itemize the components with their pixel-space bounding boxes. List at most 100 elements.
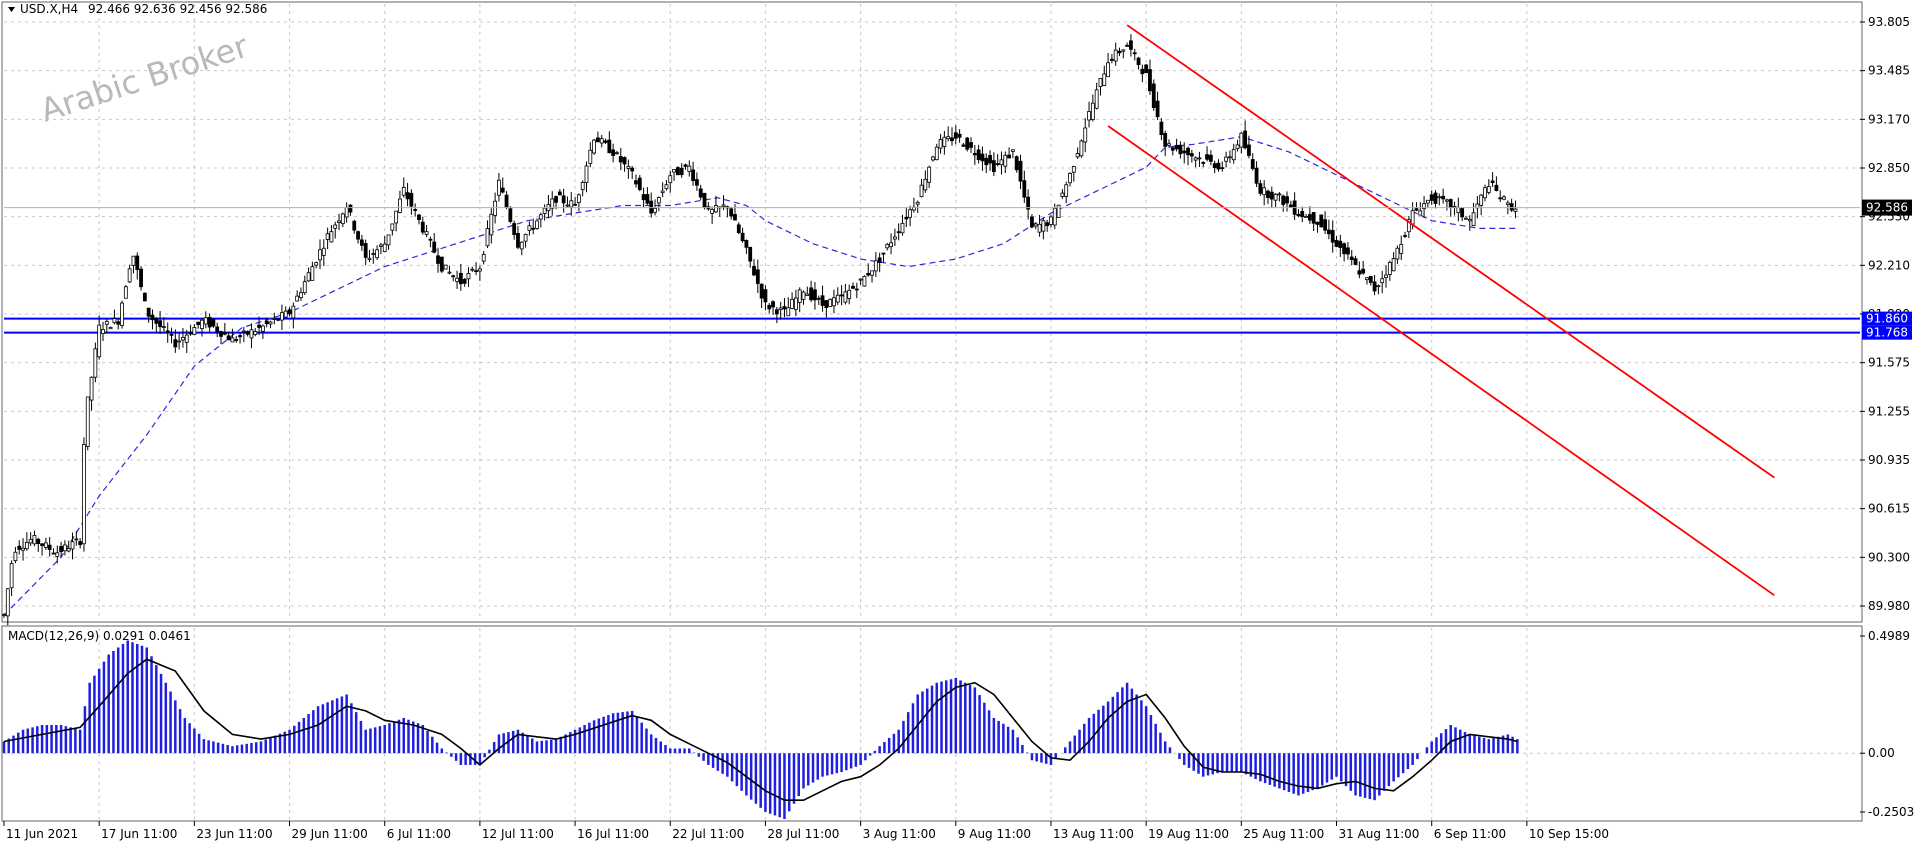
candle-body bbox=[786, 307, 791, 317]
candle-body bbox=[759, 283, 764, 299]
candle-body bbox=[192, 327, 197, 335]
macd-pane-frame bbox=[1, 625, 1863, 822]
candle-body bbox=[165, 330, 170, 334]
candle-body bbox=[1182, 150, 1187, 154]
candle-body bbox=[417, 214, 421, 220]
candle-body bbox=[969, 142, 973, 148]
candle-body bbox=[1201, 162, 1206, 164]
candle-body bbox=[340, 213, 345, 225]
candle-body bbox=[287, 309, 292, 315]
candle-body bbox=[1323, 219, 1327, 231]
candle-body bbox=[405, 192, 410, 200]
candle-body bbox=[748, 246, 753, 262]
candle-body bbox=[695, 179, 699, 186]
candle-body bbox=[139, 268, 143, 288]
candle-body bbox=[1212, 163, 1217, 169]
candle-body bbox=[782, 306, 787, 310]
candle-body bbox=[1041, 220, 1046, 232]
candle-body bbox=[1098, 77, 1103, 87]
candle-body bbox=[805, 293, 810, 296]
candle-body bbox=[302, 281, 307, 294]
candle-body bbox=[466, 273, 471, 280]
candle-body bbox=[904, 216, 909, 220]
candle-body bbox=[142, 292, 147, 302]
candle-body bbox=[36, 538, 41, 544]
candle-body bbox=[1262, 187, 1267, 196]
time-tick-label: 31 Aug 11:00 bbox=[1339, 827, 1420, 841]
candle-body bbox=[915, 201, 920, 205]
candle-body bbox=[394, 210, 399, 224]
candle-body bbox=[862, 276, 867, 287]
candle-body bbox=[5, 588, 10, 617]
candle-body bbox=[504, 194, 509, 208]
candle-body bbox=[854, 288, 859, 291]
candle-body bbox=[957, 133, 962, 138]
symbol-label: USD.X,H4 bbox=[20, 2, 78, 16]
candle-body bbox=[797, 289, 802, 303]
candle-body bbox=[896, 231, 901, 234]
candle-body bbox=[1403, 235, 1407, 237]
candle-body bbox=[1483, 187, 1487, 199]
candle-body bbox=[561, 195, 566, 204]
candle-body bbox=[1277, 193, 1282, 196]
candle-body bbox=[424, 231, 429, 235]
candle-body bbox=[1007, 154, 1011, 159]
candle-body bbox=[203, 317, 208, 325]
candle-body bbox=[607, 139, 612, 154]
candle-body bbox=[1068, 173, 1072, 184]
candle-body bbox=[576, 194, 581, 204]
candle-body bbox=[980, 153, 985, 162]
candle-body bbox=[253, 331, 258, 335]
candle-body bbox=[1330, 230, 1335, 243]
candle-body bbox=[1384, 274, 1388, 278]
candle-body bbox=[428, 238, 433, 241]
candle-body bbox=[816, 297, 821, 300]
candle-body bbox=[542, 207, 547, 214]
candle-body bbox=[858, 278, 863, 281]
candle-body bbox=[1281, 195, 1286, 205]
candle-body bbox=[752, 266, 756, 276]
candle-body bbox=[675, 167, 680, 176]
candle-body bbox=[47, 544, 52, 550]
candle-body bbox=[1129, 40, 1133, 50]
candle-body bbox=[1304, 216, 1308, 218]
candle-body bbox=[127, 268, 132, 283]
candle-body bbox=[1349, 256, 1354, 261]
candle-body bbox=[299, 292, 303, 299]
candle-body bbox=[1205, 154, 1209, 160]
channel-line bbox=[1126, 24, 1775, 479]
candle-body bbox=[436, 255, 440, 264]
candle-body bbox=[927, 166, 932, 183]
candle-body bbox=[1239, 132, 1244, 148]
candle-body bbox=[1433, 192, 1438, 205]
candle-body bbox=[1167, 143, 1171, 146]
time-tick-label: 13 Aug 11:00 bbox=[1053, 827, 1134, 841]
candle-body bbox=[1159, 121, 1164, 135]
candle-body bbox=[485, 228, 490, 247]
candle-body bbox=[1011, 149, 1015, 152]
candle-body bbox=[923, 178, 928, 191]
price-tick-label: 92.210 bbox=[1868, 258, 1910, 272]
candle-body bbox=[1220, 167, 1225, 170]
price-tick-label: 90.935 bbox=[1868, 453, 1910, 467]
candle-body bbox=[1155, 100, 1160, 118]
candle-body bbox=[1136, 57, 1141, 66]
candle-body bbox=[222, 332, 227, 335]
candle-body bbox=[1132, 52, 1137, 55]
candle-body bbox=[1090, 102, 1095, 120]
candle-body bbox=[146, 307, 151, 317]
candle-body bbox=[112, 318, 117, 324]
dropdown-triangle-icon[interactable] bbox=[8, 7, 15, 12]
price-tick-label: 93.170 bbox=[1868, 112, 1910, 126]
candle-body bbox=[154, 317, 159, 324]
candle-body bbox=[843, 291, 848, 303]
candle-body bbox=[1311, 212, 1316, 224]
candle-body bbox=[1148, 69, 1152, 92]
candle-body bbox=[1186, 147, 1190, 156]
candle-body bbox=[1296, 213, 1301, 217]
candle-body bbox=[108, 327, 113, 330]
candle-body bbox=[790, 298, 794, 309]
candle-body bbox=[573, 203, 577, 206]
price-tick-label: 91.255 bbox=[1868, 404, 1910, 418]
